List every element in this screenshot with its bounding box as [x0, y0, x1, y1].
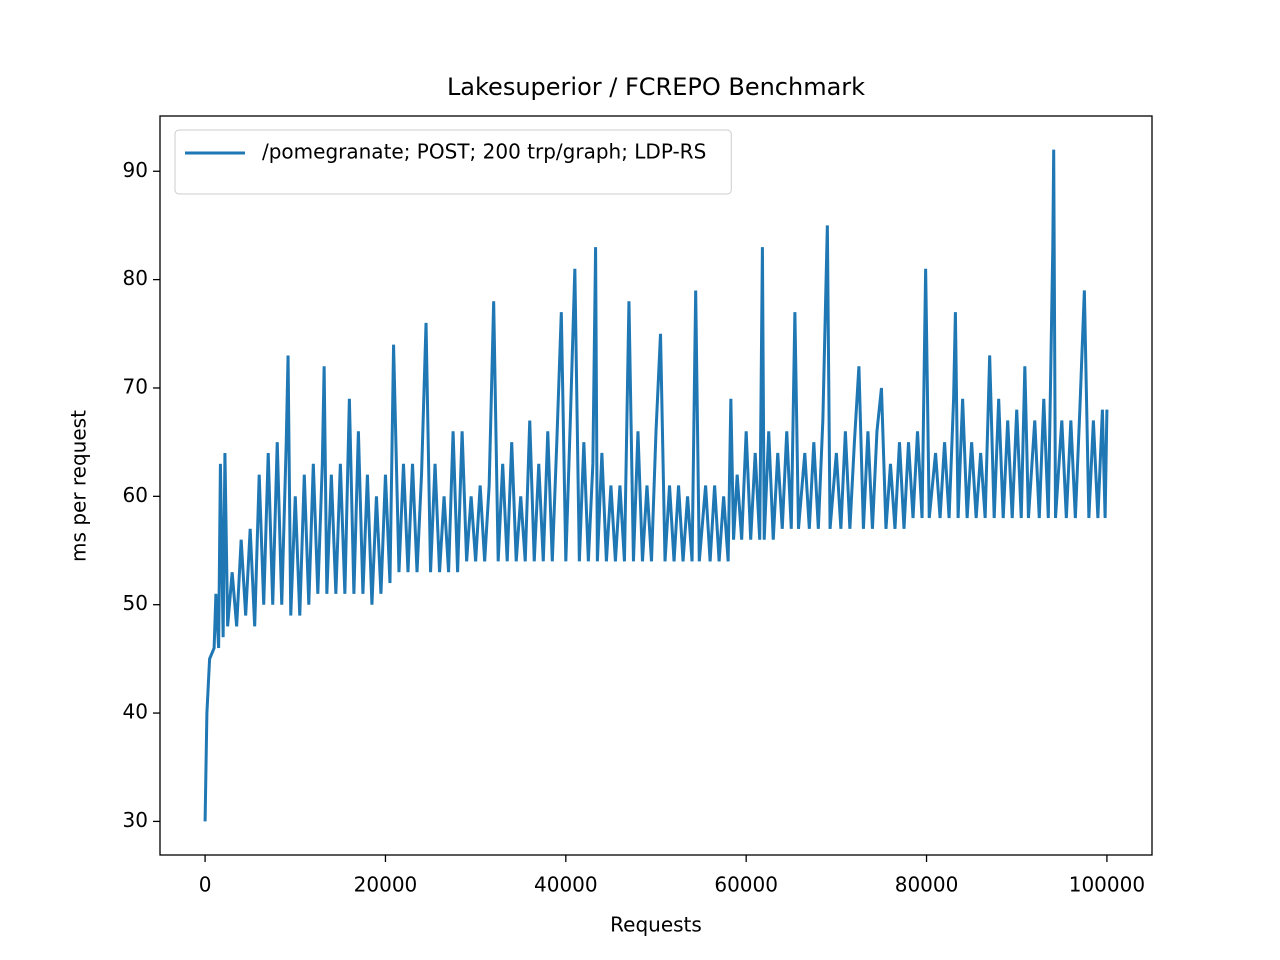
y-tick-label: 60 [123, 483, 148, 507]
y-tick-label: 90 [123, 158, 148, 182]
legend-box [174, 129, 732, 195]
data-line [203, 149, 1109, 822]
x-axis-label: Requests [610, 913, 702, 937]
y-tick-label: 30 [123, 808, 148, 832]
y-tick-label: 70 [123, 374, 148, 398]
x-tick-label: 100000 [1069, 873, 1145, 897]
x-tick-label: 80000 [895, 873, 959, 897]
plot-frame [159, 115, 1153, 856]
x-tick-label: 20000 [354, 873, 418, 897]
y-tick-label: 40 [123, 700, 148, 724]
y-tick-label: 80 [123, 266, 148, 290]
legend-label: /pomegranate; POST; 200 trp/graph; LDP-R… [262, 140, 706, 164]
x-tick-label: 40000 [534, 873, 598, 897]
x-tick-label: 0 [199, 873, 212, 897]
x-tick-label: 60000 [714, 873, 778, 897]
chart-title: Lakesuperior / FCREPO Benchmark [447, 73, 865, 101]
y-axis-label: ms per request [67, 410, 91, 562]
y-tick-label: 50 [123, 591, 148, 615]
